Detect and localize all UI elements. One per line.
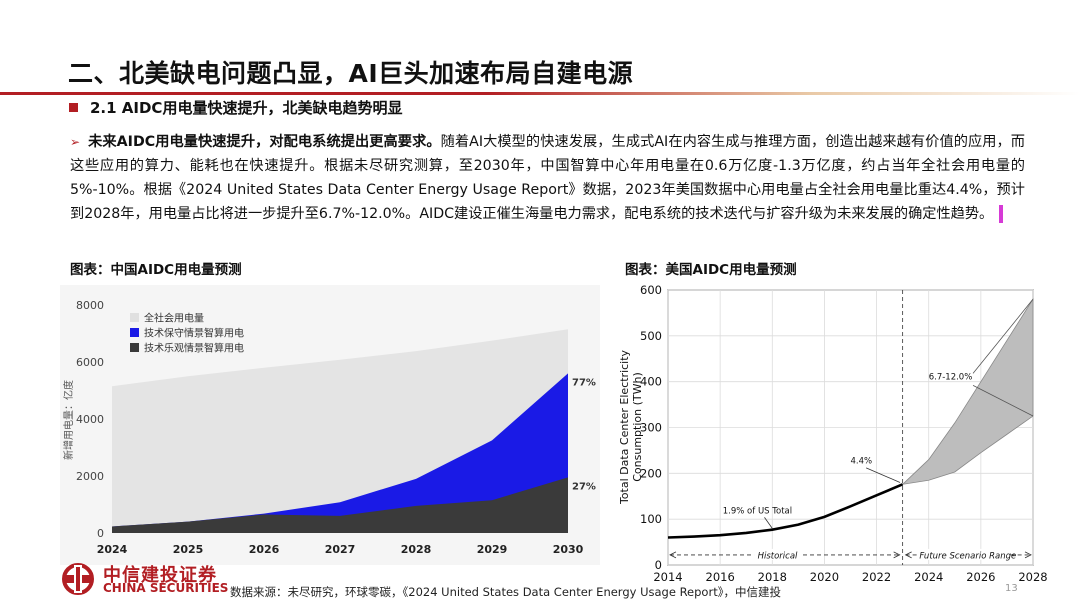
logo-text-en: CHINA SECURITIES <box>103 581 229 595</box>
y-axis-label: 新增用电量：亿度 <box>62 380 75 460</box>
y-tick-label: 4000 <box>76 413 104 426</box>
figure-left-title: 图表：中国AIDC用电量预测 <box>70 262 242 278</box>
legend-swatch <box>130 313 139 322</box>
x-tick-label: 2020 <box>810 570 839 582</box>
arrow-bullet-icon: ➢ <box>70 135 81 149</box>
figure-right-title: 图表：美国AIDC用电量预测 <box>625 262 797 278</box>
x-tick-label: 2028 <box>1018 570 1047 582</box>
y-tick-label: 100 <box>640 512 662 526</box>
x-tick-label: 2030 <box>553 543 584 556</box>
x-tick-label: 2027 <box>325 543 356 556</box>
annotation-pointer <box>764 517 773 529</box>
range-arrow-left-icon <box>669 551 677 559</box>
projection-band <box>901 297 1034 485</box>
data-source: 数据来源：未尽研究，环球零碳，《2024 United States Data … <box>230 585 781 599</box>
x-tick-label: 2014 <box>653 570 682 582</box>
x-tick-label: 2029 <box>477 543 508 556</box>
range-label-bg <box>754 548 803 560</box>
section-bullet-icon <box>69 103 78 112</box>
y-tick-label: 500 <box>640 329 662 343</box>
y-axis-label: Total Data Center Electricity <box>618 349 631 505</box>
legend-label: 技术保守情景智算用电 <box>144 327 244 340</box>
title-divider <box>0 92 1080 95</box>
historical-line <box>667 483 904 539</box>
citic-logo-icon <box>62 563 94 595</box>
range-label-historical: Historical <box>758 551 798 561</box>
x-tick-label: 2018 <box>758 570 787 582</box>
y-tick-label: 2000 <box>76 470 104 483</box>
annotation-label: 4.4% <box>851 456 873 466</box>
page-number: 13 <box>1005 583 1018 594</box>
x-tick-label: 2028 <box>401 543 432 556</box>
annotation-label: 6.7-12.0% <box>929 372 973 382</box>
y-axis-label: Consumption (TWh) <box>631 372 644 482</box>
legend-label: 全社会用电量 <box>144 312 204 325</box>
y-tick-label: 300 <box>640 421 662 435</box>
range-label-future: Future Scenario Range <box>919 551 1016 561</box>
annotation-pointer <box>865 467 901 483</box>
x-tick-label: 2024 <box>97 543 128 556</box>
y-tick-label: 400 <box>640 375 662 389</box>
us-aidc-chart-svg: 0 100 200 300 400 500 600 2014 2016 2018 2020 2022 2… <box>618 283 1048 584</box>
x-tick-label: 2024 <box>914 570 943 582</box>
x-tick-label: 2016 <box>706 570 735 582</box>
annotation-label: 77% <box>572 377 596 388</box>
range-arrow-right-icon <box>1024 551 1032 559</box>
x-tick-label: 2026 <box>249 543 280 556</box>
legend-swatch <box>130 328 139 337</box>
y-tick-label: 6000 <box>76 356 104 369</box>
logo-text-cn: 中信建投证券 <box>103 565 217 586</box>
x-tick-label: 2026 <box>966 570 995 582</box>
range-arrow-right-icon <box>893 551 901 559</box>
y-tick-label: 8000 <box>76 299 104 312</box>
y-tick-label: 0 <box>655 558 662 572</box>
us-aidc-chart: 0 100 200 300 400 500 600 2014 2016 2018 2020 2022 2… <box>608 282 1078 584</box>
area-conservative-scenario <box>112 373 568 533</box>
paragraph-lead: 未来AIDC用电量快速提升，对配电系统提出更高要求。 <box>88 134 441 150</box>
annotation-label: 27% <box>572 481 596 492</box>
y-tick-label: 600 <box>640 283 662 297</box>
body-paragraph: ➢ 未来AIDC用电量快速提升，对配电系统提出更高要求。随着AI大模型的快速发展，… <box>70 130 1025 226</box>
page-title: 二、北美缺电问题凸显，AI巨头加速布局自建电源 <box>68 59 634 88</box>
annotation-pointer <box>972 298 1034 374</box>
range-arrow-left-icon <box>904 551 912 559</box>
range-label-bg <box>918 548 1011 560</box>
x-tick-label: 2025 <box>173 543 204 556</box>
section-heading: 2.1 AIDC用电量快速提升，北美缺电趋势明显 <box>90 99 403 117</box>
annotation-label: 1.9% of US Total <box>723 507 792 517</box>
area-optimistic-scenario <box>112 477 568 533</box>
annotation-pointer <box>972 384 1034 417</box>
legend-swatch <box>130 343 139 352</box>
y-tick-label: 0 <box>97 527 104 540</box>
legend-label: 技术乐观情景智算用电 <box>144 342 244 355</box>
paragraph-text: 随着AI大模型的快速发展，生成式AI在内容生成与推理方面，创造出越来越有价值的应… <box>70 134 1025 222</box>
y-tick-label: 200 <box>640 466 662 480</box>
x-tick-label: 2022 <box>862 570 891 582</box>
text-cursor <box>999 205 1004 223</box>
china-aidc-chart: 0 2000 4000 6000 8000 2024 2025 2026 2027 2028 202… <box>60 285 600 565</box>
china-aidc-chart-svg: 0 2000 4000 6000 8000 2024 2025 2026 2027 2028 202… <box>62 299 596 556</box>
